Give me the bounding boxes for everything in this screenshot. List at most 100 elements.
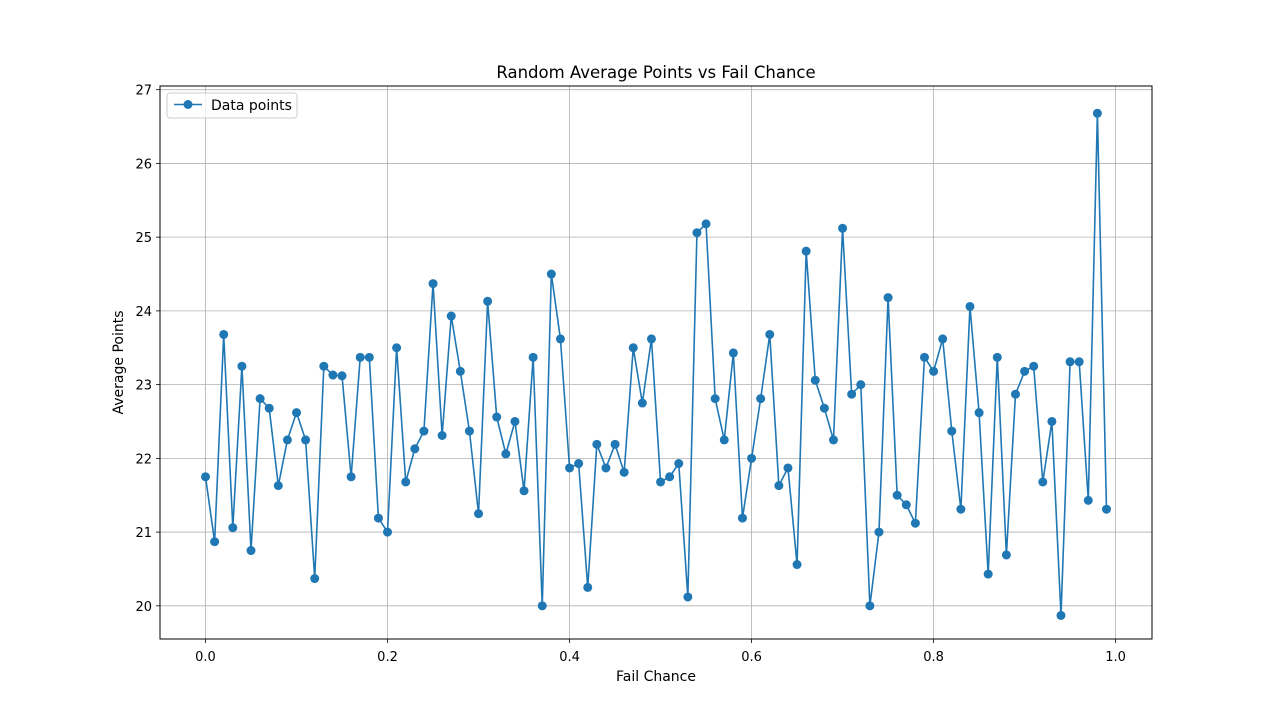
data-point (710, 394, 720, 404)
data-point (992, 352, 1002, 362)
data-point (628, 343, 638, 353)
data-point (974, 408, 984, 418)
grid (160, 86, 1152, 639)
data-point (683, 592, 693, 602)
data-point (856, 380, 866, 390)
data-point (1056, 610, 1066, 620)
data-point (574, 459, 584, 469)
data-point (874, 527, 884, 537)
chart-title: Random Average Points vs Fail Chance (496, 63, 815, 82)
data-point (392, 343, 402, 353)
data-point (228, 523, 238, 533)
data-point (264, 403, 274, 413)
data-point (883, 293, 893, 303)
y-tick-label: 21 (135, 526, 152, 541)
data-point (819, 403, 829, 413)
legend-marker-swatch (183, 100, 193, 109)
data-point (437, 431, 447, 440)
data-point (783, 463, 793, 473)
data-point (1102, 504, 1111, 514)
data-point (765, 329, 775, 339)
data-point (983, 569, 993, 579)
data-point (865, 601, 875, 611)
data-point (237, 361, 247, 371)
data-point (1029, 361, 1039, 371)
data-point (747, 453, 757, 463)
data-point (929, 366, 939, 376)
data-point (201, 472, 210, 482)
data-point (847, 389, 857, 399)
data-point (810, 375, 820, 385)
data-point (546, 269, 556, 279)
data-point (910, 518, 920, 528)
data-point (965, 301, 975, 311)
data-point (565, 463, 575, 473)
data-point (1001, 550, 1011, 560)
series-data-points (201, 108, 1111, 620)
data-point (1074, 357, 1084, 367)
data-point (364, 352, 374, 362)
data-point (255, 394, 265, 404)
x-tick-label: 0.8 (923, 650, 944, 665)
data-point (555, 334, 565, 344)
data-point (901, 500, 911, 510)
plot-area-frame (159, 85, 1153, 640)
data-point (373, 513, 383, 523)
data-point (346, 472, 356, 482)
x-tick-label: 0.0 (195, 650, 216, 665)
data-point (674, 459, 684, 469)
y-tick-label: 24 (135, 305, 152, 320)
data-point (401, 477, 411, 487)
data-point (1047, 416, 1057, 426)
data-point (474, 509, 484, 519)
data-point (537, 601, 547, 611)
x-axis-label: Fail Chance (616, 669, 696, 685)
data-point (292, 408, 302, 418)
data-point (1020, 366, 1030, 376)
y-tick-label: 22 (135, 452, 152, 467)
data-point (610, 439, 620, 449)
data-point (219, 329, 229, 339)
data-point (1010, 389, 1020, 399)
data-point (938, 334, 948, 344)
data-point (410, 444, 420, 454)
data-point (1038, 477, 1048, 487)
y-tick-label: 27 (135, 84, 152, 99)
data-point (337, 371, 347, 381)
data-point (656, 477, 666, 487)
data-point (501, 449, 511, 459)
x-tick-label: 0.2 (377, 650, 398, 665)
data-point (838, 223, 848, 233)
x-tick-label: 0.4 (559, 650, 580, 665)
data-point (301, 435, 311, 445)
data-point (956, 504, 966, 514)
data-point (419, 426, 429, 436)
data-point (446, 311, 456, 321)
y-axis-label: Average Points (111, 311, 127, 415)
data-point (355, 352, 365, 362)
series-line (204, 112, 1108, 617)
data-point (464, 426, 474, 436)
data-point (728, 348, 738, 358)
x-tick-label: 0.6 (741, 650, 762, 665)
data-point (1092, 108, 1102, 118)
data-point (637, 398, 647, 408)
data-point (510, 416, 520, 426)
data-point (210, 537, 220, 547)
legend-box (166, 92, 298, 119)
data-point (601, 463, 611, 473)
data-point (692, 228, 702, 238)
data-point (665, 472, 675, 482)
data-point (1065, 357, 1075, 367)
data-point (519, 486, 529, 496)
data-point (592, 439, 602, 449)
data-point (892, 490, 902, 500)
axis-ticks: 0.0 0.2 0.4 0.6 0.8 1.0 20 21 22 23 24 25 26 27 (135, 84, 1125, 665)
data-point (1083, 495, 1093, 505)
data-point (919, 352, 929, 362)
data-point (801, 246, 811, 256)
data-point (428, 279, 438, 289)
y-tick-label: 25 (135, 231, 152, 246)
data-point (774, 481, 784, 491)
